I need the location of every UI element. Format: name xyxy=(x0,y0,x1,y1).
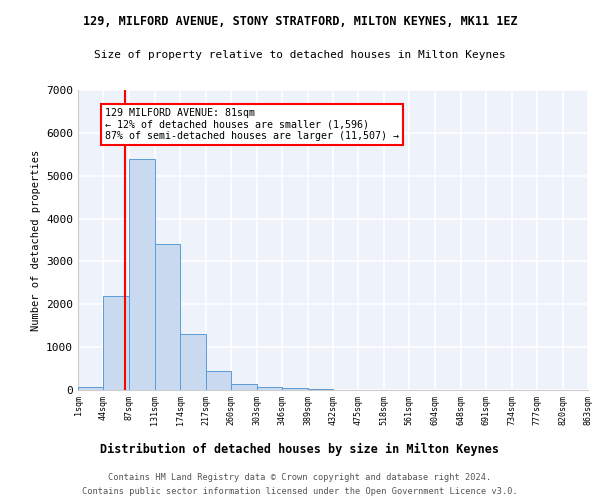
Text: Size of property relative to detached houses in Milton Keynes: Size of property relative to detached ho… xyxy=(94,50,506,60)
Bar xyxy=(282,388,308,390)
Text: Contains HM Land Registry data © Crown copyright and database right 2024.: Contains HM Land Registry data © Crown c… xyxy=(109,472,491,482)
Bar xyxy=(78,387,103,390)
Bar xyxy=(181,334,206,390)
Text: 129, MILFORD AVENUE, STONY STRATFORD, MILTON KEYNES, MK11 1EZ: 129, MILFORD AVENUE, STONY STRATFORD, MI… xyxy=(83,15,517,28)
Bar xyxy=(231,384,257,390)
Y-axis label: Number of detached properties: Number of detached properties xyxy=(31,150,41,330)
Bar xyxy=(206,370,231,390)
Bar xyxy=(155,244,181,390)
Text: Contains public sector information licensed under the Open Government Licence v3: Contains public sector information licen… xyxy=(82,488,518,496)
Bar xyxy=(308,389,333,390)
Bar xyxy=(129,158,155,390)
Bar xyxy=(257,386,282,390)
Text: Distribution of detached houses by size in Milton Keynes: Distribution of detached houses by size … xyxy=(101,442,499,456)
Text: 129 MILFORD AVENUE: 81sqm
← 12% of detached houses are smaller (1,596)
87% of se: 129 MILFORD AVENUE: 81sqm ← 12% of detac… xyxy=(104,108,398,141)
Bar xyxy=(103,296,129,390)
